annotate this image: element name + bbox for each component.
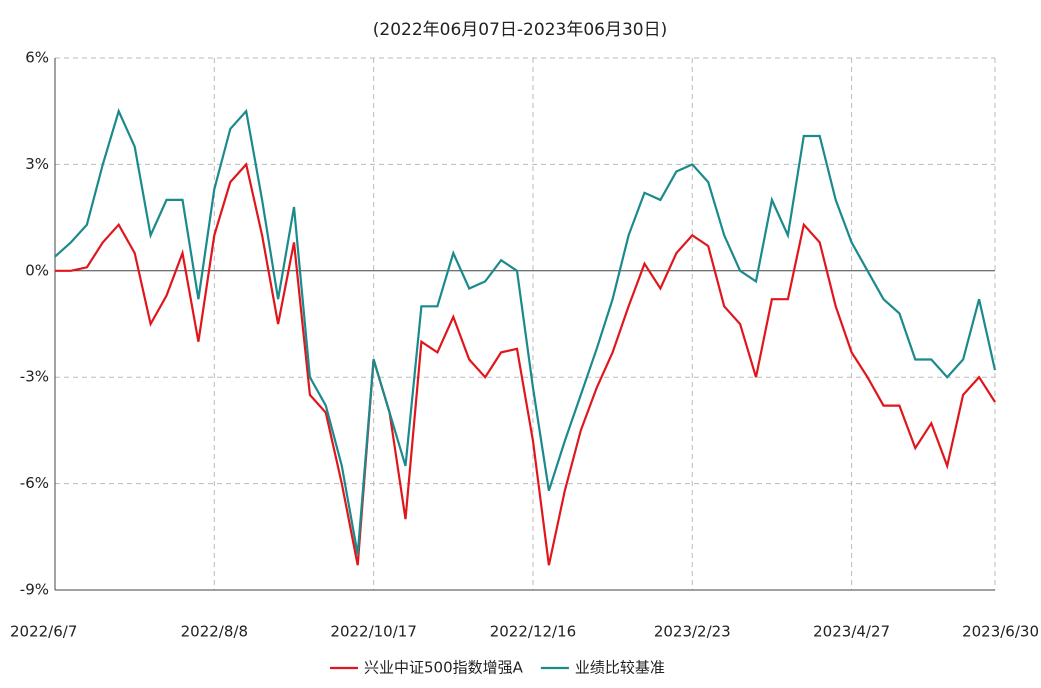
y-tick-label: 0% [25,261,49,279]
y-tick-label: -6% [20,474,49,492]
x-tick-label: 2022/8/8 [181,623,248,641]
x-tick-label: 2022/6/7 [10,623,77,641]
legend-label: 业绩比较基准 [575,659,665,677]
y-tick-label: 3% [25,155,49,173]
series-line [55,162,996,566]
x-tick-label: 2023/6/30 [962,623,1039,641]
x-tick-label: 2022/10/17 [330,623,416,641]
chart-subtitle: (2022年06月07日-2023年06月30日) [373,20,667,40]
y-tick-label: 6% [25,49,49,67]
y-tick-label: -3% [20,368,49,386]
series-line [54,108,997,555]
legend-label: 兴业中证500指数增强A [364,659,524,677]
x-tick-label: 2023/4/27 [813,623,890,641]
y-tick-label: -9% [20,581,49,599]
x-tick-label: 2023/2/23 [654,623,731,641]
x-tick-label: 2022/12/16 [490,623,576,641]
